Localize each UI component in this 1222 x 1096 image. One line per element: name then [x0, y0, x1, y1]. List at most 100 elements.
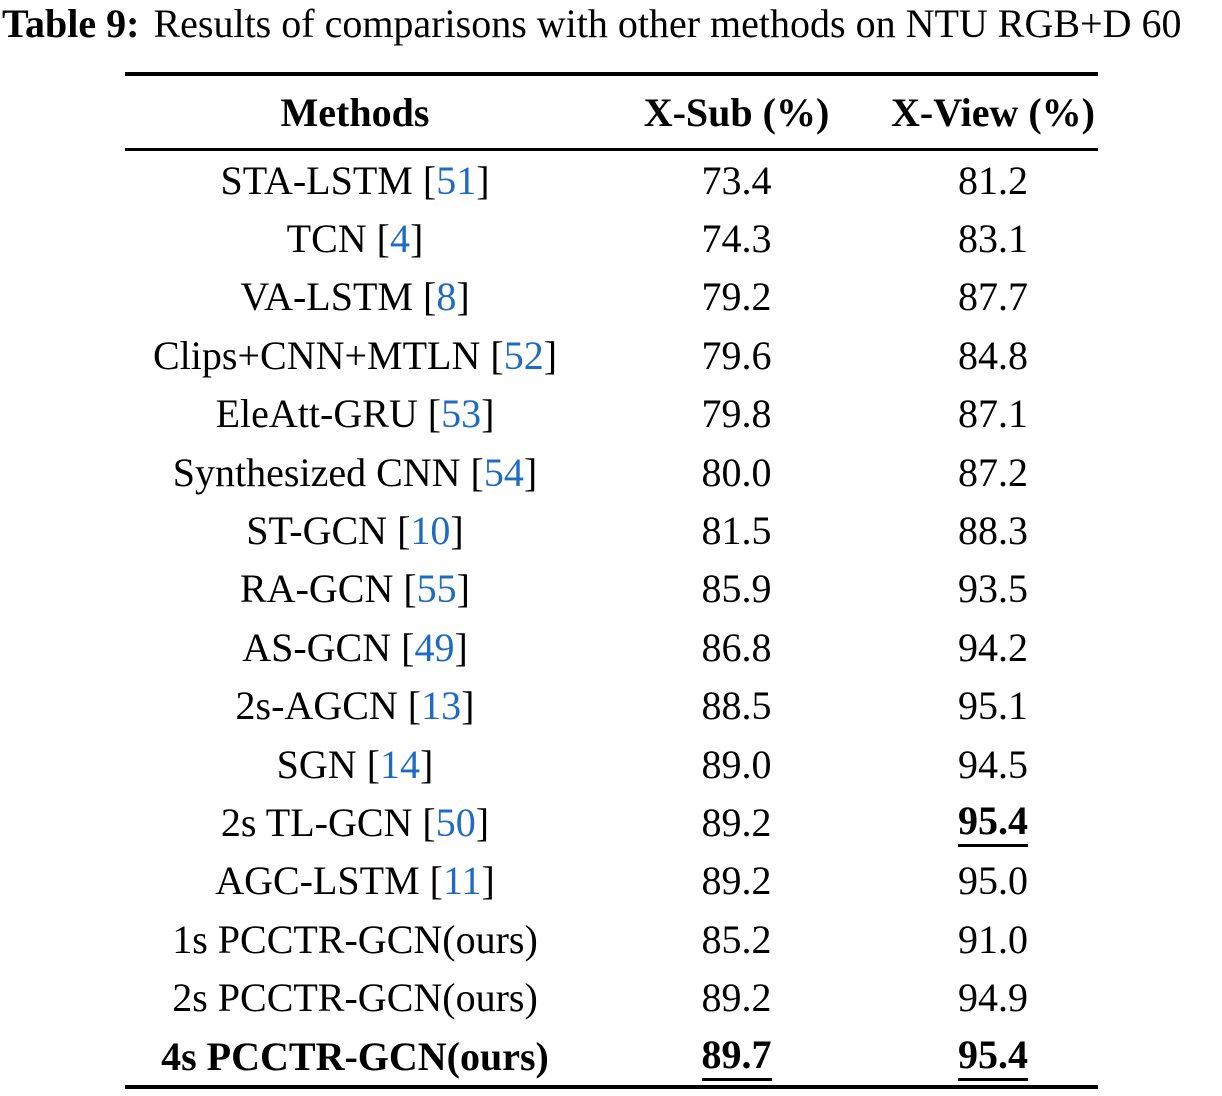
citation-link[interactable]: 4 [390, 216, 410, 262]
method-name: 2s TL-GCN [220, 799, 413, 845]
xview-cell: 87.2 [888, 449, 1098, 496]
xview-cell: 83.1 [888, 215, 1098, 262]
table-row: Clips+CNN+MTLN [52] 79.6 84.8 [125, 326, 1098, 384]
xview-cell: 94.2 [888, 624, 1098, 671]
table-row: RA-GCN [55] 85.9 93.5 [125, 560, 1098, 618]
xview-cell: 88.3 [888, 507, 1098, 554]
xsub-cell: 86.8 [585, 624, 888, 671]
method-name: AGC-LSTM [215, 858, 420, 904]
citation-link[interactable]: 13 [421, 683, 462, 729]
method-cell: ST-GCN [10] [125, 507, 585, 554]
metric-value: 91.0 [958, 916, 1028, 962]
table-row: AGC-LSTM [11] 89.2 95.0 [125, 852, 1098, 910]
table-header-row: Methods X-Sub (%) X-View (%) [125, 76, 1098, 151]
metric-value: 95.4 [958, 800, 1028, 848]
metric-value: 79.2 [701, 274, 772, 320]
method-cell: VA-LSTM [8] [125, 273, 585, 320]
method-name: Synthesized CNN [172, 449, 461, 495]
citation-link[interactable]: 52 [503, 332, 544, 378]
header-xsub: X-Sub (%) [643, 89, 830, 135]
header-methods: Methods [280, 89, 430, 135]
method-name: ST-GCN [246, 508, 388, 554]
table-row: 2s-AGCN [13] 88.5 95.1 [125, 677, 1098, 735]
table-row: Synthesized CNN [54] 80.0 87.2 [125, 443, 1098, 501]
metric-value: 89.0 [701, 741, 772, 787]
method-name: 2s PCCTR-GCN(ours) [172, 975, 538, 1021]
citation-link[interactable]: 8 [436, 274, 457, 320]
citation-bracket-close: ] [420, 741, 434, 787]
method-name: TCN [286, 216, 367, 262]
method-cell: 1s PCCTR-GCN(ours) [125, 916, 585, 963]
citation-bracket-close: ] [523, 449, 538, 495]
xsub-cell: 89.2 [585, 799, 888, 846]
metric-value: 81.5 [701, 508, 772, 554]
citation-link[interactable]: 11 [442, 858, 482, 904]
xsub-cell: 88.5 [585, 682, 888, 729]
citation-link[interactable]: 55 [416, 566, 457, 612]
xview-cell: 81.2 [888, 157, 1098, 204]
metric-value: 89.7 [701, 1034, 772, 1082]
metric-value: 89.2 [701, 975, 772, 1021]
method-cell: RA-GCN [55] [125, 565, 585, 612]
metric-value: 95.1 [958, 683, 1028, 729]
metric-value: 94.5 [958, 741, 1028, 787]
table-row: VA-LSTM [8] 79.2 87.7 [125, 268, 1098, 326]
citation-bracket-open: [ [422, 799, 436, 845]
citation-bracket-close: ] [450, 508, 464, 554]
table-row: 2s PCCTR-GCN(ours) 89.2 94.9 [125, 968, 1098, 1026]
table-row: 1s PCCTR-GCN(ours) 85.2 91.0 [125, 910, 1098, 968]
table-row: AS-GCN [49] 86.8 94.2 [125, 618, 1098, 676]
xsub-cell: 89.0 [585, 741, 888, 788]
xsub-cell: 81.5 [585, 507, 888, 554]
table-body: STA-LSTM [51] 73.4 81.2 TCN [4] 74.3 83.… [125, 151, 1098, 1090]
method-name: 2s-AGCN [235, 683, 398, 729]
metric-value: 73.4 [701, 157, 772, 203]
xsub-cell: 74.3 [585, 215, 888, 262]
method-cell: Synthesized CNN [54] [125, 449, 585, 496]
xsub-cell: 85.9 [585, 565, 888, 612]
method-name: EleAtt-GRU [215, 391, 418, 437]
xsub-cell: 73.4 [585, 157, 888, 204]
xview-cell: 95.4 [888, 1031, 1098, 1082]
results-table: Methods X-Sub (%) X-View (%) STA-LSTM [5… [125, 72, 1098, 1090]
method-cell: 2s-AGCN [13] [125, 682, 585, 729]
citation-bracket-open: [ [366, 741, 381, 787]
metric-value: 80.0 [701, 449, 772, 495]
xview-cell: 94.5 [888, 741, 1098, 788]
citation-link[interactable]: 54 [483, 449, 524, 495]
method-cell: AGC-LSTM [11] [125, 857, 585, 904]
citation-bracket-close: ] [475, 799, 490, 845]
xsub-cell: 80.0 [585, 449, 888, 496]
method-name: RA-GCN [240, 566, 394, 612]
metric-value: 85.9 [701, 566, 772, 612]
citation-link[interactable]: 51 [436, 157, 477, 203]
method-cell: AS-GCN [49] [125, 624, 585, 671]
citation-link[interactable]: 50 [435, 799, 476, 845]
metric-value: 88.5 [701, 683, 772, 729]
table-row: EleAtt-GRU [53] 79.8 87.1 [125, 385, 1098, 443]
xsub-cell: 79.2 [585, 273, 888, 320]
citation-link[interactable]: 14 [380, 741, 421, 787]
citation-bracket-open: [ [427, 391, 442, 437]
metric-value: 88.3 [958, 508, 1028, 554]
xview-cell: 91.0 [888, 916, 1098, 963]
method-name: Clips+CNN+MTLN [152, 332, 481, 378]
citation-link[interactable]: 49 [414, 624, 455, 670]
table-caption-text: Results of comparisons with other method… [153, 1, 1182, 46]
metric-value: 83.1 [958, 216, 1028, 262]
citation-link[interactable]: 10 [410, 508, 451, 554]
citation-bracket-close: ] [461, 683, 475, 729]
method-cell: STA-LSTM [51] [125, 157, 585, 204]
header-xview: X-View (%) [890, 89, 1095, 135]
table-row: ST-GCN [10] 81.5 88.3 [125, 501, 1098, 559]
citation-bracket-open: [ [403, 566, 417, 612]
table-caption: Table 9: Results of comparisons with othe… [2, 0, 1222, 48]
citation-bracket-close: ] [481, 858, 495, 904]
citation-bracket-open: [ [401, 624, 415, 670]
citation-bracket-close: ] [410, 216, 424, 262]
metric-value: 87.7 [958, 274, 1028, 320]
table-row: 2s TL-GCN [50] 89.2 95.4 [125, 793, 1098, 851]
citation-link[interactable]: 53 [441, 391, 482, 437]
xview-cell: 95.1 [888, 682, 1098, 729]
table-row: TCN [4] 74.3 83.1 [125, 209, 1098, 267]
